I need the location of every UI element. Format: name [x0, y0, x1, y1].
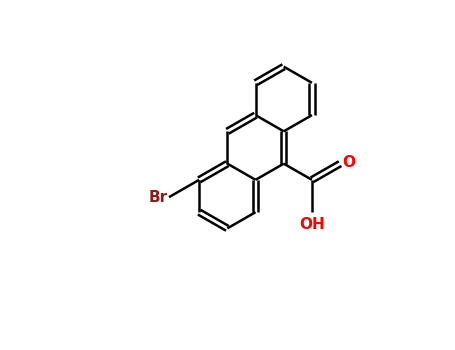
Text: O: O — [343, 155, 355, 170]
Text: OH: OH — [299, 217, 325, 232]
Text: Br: Br — [148, 190, 167, 205]
